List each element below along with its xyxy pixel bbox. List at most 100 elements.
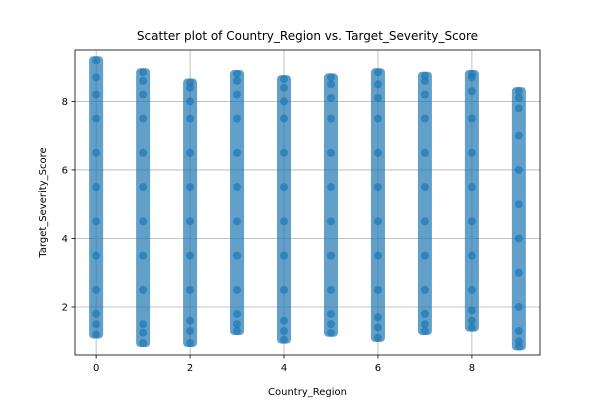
data-point — [420, 183, 429, 192]
data-point — [280, 335, 289, 344]
data-point — [373, 313, 382, 322]
data-point — [467, 148, 476, 157]
data-point — [467, 306, 476, 315]
point-band — [511, 87, 526, 351]
data-point — [186, 148, 195, 157]
data-point — [233, 251, 242, 260]
plot-frame — [74, 49, 541, 356]
data-point — [514, 200, 523, 209]
data-point — [139, 183, 148, 192]
data-point — [467, 69, 476, 78]
data-point — [373, 114, 382, 123]
data-point — [514, 327, 523, 336]
data-point — [280, 327, 289, 336]
data-point — [92, 217, 101, 226]
data-point — [186, 114, 195, 123]
point-band — [89, 56, 104, 339]
axis-ticks: 0 2 4 6 8 2 4 6 8 — [62, 97, 475, 374]
y-axis-label: Target_Severity_Score — [38, 147, 49, 258]
data-point — [139, 90, 148, 99]
data-point — [92, 90, 101, 99]
point-band — [230, 69, 245, 336]
data-point — [139, 285, 148, 294]
data-point — [326, 80, 335, 89]
data-point — [92, 73, 101, 82]
y-tick-label: 6 — [62, 165, 68, 176]
data-point — [467, 285, 476, 294]
data-point — [233, 114, 242, 123]
data-point — [92, 285, 101, 294]
data-point — [186, 97, 195, 106]
data-point — [280, 183, 289, 192]
data-point — [186, 251, 195, 260]
data-point — [420, 217, 429, 226]
data-point — [233, 217, 242, 226]
data-point — [280, 251, 289, 260]
data-point — [514, 131, 523, 140]
data-point — [373, 217, 382, 226]
data-point — [467, 114, 476, 123]
data-point — [467, 251, 476, 260]
data-point — [326, 251, 335, 260]
data-point — [514, 234, 523, 243]
data-point — [326, 183, 335, 192]
point-band — [277, 75, 292, 344]
point-band — [136, 68, 151, 348]
data-point — [373, 323, 382, 332]
data-point — [92, 148, 101, 157]
data-point — [420, 320, 429, 329]
data-point — [514, 104, 523, 113]
data-point — [186, 327, 195, 336]
data-point — [326, 73, 335, 82]
data-point — [326, 309, 335, 318]
data-point — [514, 93, 523, 102]
data-point — [233, 183, 242, 192]
data-point — [514, 87, 523, 96]
data-point — [139, 148, 148, 157]
data-point — [326, 320, 335, 329]
point-band — [464, 69, 479, 332]
x-tick-label: 8 — [469, 363, 475, 374]
data-point — [186, 183, 195, 192]
data-point — [373, 183, 382, 192]
data-point — [92, 309, 101, 318]
data-point — [420, 148, 429, 157]
data-point — [373, 333, 382, 342]
data-point — [420, 251, 429, 260]
y-tick-label: 2 — [62, 303, 68, 314]
data-point — [92, 56, 101, 65]
data-point — [326, 114, 335, 123]
data-point — [139, 339, 148, 348]
data-point — [420, 309, 429, 318]
data-point — [280, 217, 289, 226]
data-point — [373, 251, 382, 260]
data-point — [420, 285, 429, 294]
data-point — [373, 148, 382, 157]
data-point — [326, 285, 335, 294]
point-band — [417, 71, 432, 336]
data-point — [233, 69, 242, 78]
data-point — [514, 268, 523, 277]
data-point — [373, 93, 382, 102]
data-point — [92, 320, 101, 329]
data-points — [89, 56, 526, 351]
data-point — [467, 316, 476, 325]
data-point — [92, 183, 101, 192]
data-point — [420, 327, 429, 336]
data-point — [420, 71, 429, 80]
data-point — [186, 217, 195, 226]
data-point — [139, 251, 148, 260]
data-point — [92, 114, 101, 123]
x-tick-label: 0 — [93, 363, 99, 374]
data-point — [233, 90, 242, 99]
x-tick-label: 4 — [281, 363, 287, 374]
data-point — [467, 87, 476, 96]
data-point — [373, 285, 382, 294]
data-point — [139, 114, 148, 123]
data-point — [420, 114, 429, 123]
data-point — [420, 90, 429, 99]
data-point — [514, 303, 523, 312]
data-point — [139, 76, 148, 85]
data-point — [467, 217, 476, 226]
point-band — [183, 78, 198, 348]
